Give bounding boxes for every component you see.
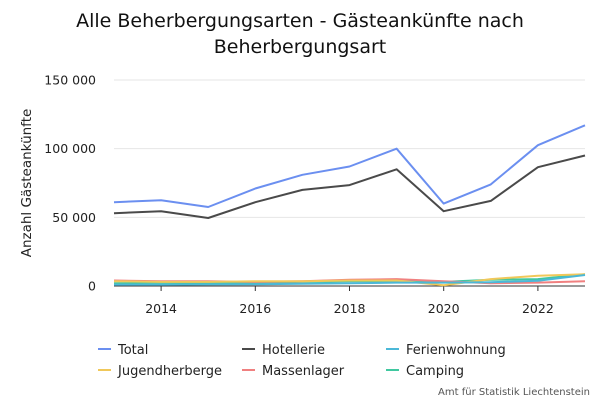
y-axis-title: Anzahl Gästeankünfte <box>19 109 35 258</box>
legend: Total Hotellerie Ferienwohnung Jugendherber… <box>98 343 506 379</box>
legend-item[interactable]: Camping <box>386 364 464 379</box>
legend-item[interactable]: Hotellerie <box>242 343 325 358</box>
x-axis-ticks: 2014 2016 2018 2020 2022 <box>145 286 554 316</box>
x-tick-label: 2018 <box>334 301 366 316</box>
x-tick-label: 2016 <box>239 301 271 316</box>
chart-title-line-2: Beherbergungsart <box>214 36 387 58</box>
legend-label: Hotellerie <box>262 343 325 358</box>
source-credit: Amt für Statistik Liechtenstein <box>438 387 590 398</box>
gridlines <box>114 79 585 218</box>
x-tick-label: 2020 <box>428 301 460 316</box>
legend-label: Ferienwohnung <box>406 343 506 358</box>
y-axis-ticks: 0 50 000 100 000 150 000 <box>44 73 96 294</box>
x-tick-label: 2014 <box>145 301 177 316</box>
legend-label: Jugendherberge <box>117 364 222 379</box>
x-tick-label: 2022 <box>522 301 554 316</box>
legend-item[interactable]: Massenlager <box>242 364 345 379</box>
legend-item[interactable]: Jugendherberge <box>98 364 222 379</box>
chart-title-line-1: Alle Beherbergungsarten - Gästeankünfte … <box>76 10 524 32</box>
y-tick-label: 100 000 <box>44 141 96 156</box>
series-lines <box>113 124 586 287</box>
legend-item[interactable]: Total <box>98 343 148 358</box>
series-line-jugendherberge <box>113 273 586 287</box>
legend-label: Camping <box>406 364 464 379</box>
legend-item[interactable]: Ferienwohnung <box>386 343 506 358</box>
series-line-hotellerie <box>113 154 586 219</box>
series-line-total <box>113 124 586 208</box>
y-tick-label: 50 000 <box>52 210 96 225</box>
y-tick-label: 150 000 <box>44 73 96 88</box>
legend-label: Massenlager <box>262 364 345 379</box>
y-tick-label: 0 <box>88 279 96 294</box>
legend-label: Total <box>117 343 148 358</box>
series-line-ferienwohnung <box>114 274 586 286</box>
